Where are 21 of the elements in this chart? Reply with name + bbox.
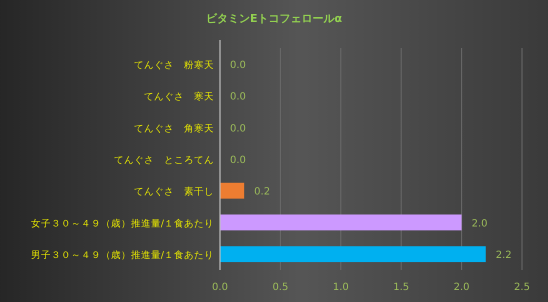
x-tick-label: 0.5 [272,282,288,293]
x-tick-label: 1.5 [393,282,410,293]
x-tick-label: 2.0 [454,282,470,293]
x-tick-label: 1.0 [332,282,349,293]
data-label: 0.0 [230,155,246,166]
data-label: 0.0 [230,123,246,134]
y-tick-label: 男子３０～４９（歳）推進量/１食あたり [30,249,214,262]
x-tick-label: 2.5 [514,282,530,293]
data-label: 2.0 [472,218,488,230]
data-label: 0.2 [254,186,270,198]
y-tick-label: てんぐさ 粉寒天 [134,58,214,71]
y-tick-label: 女子３０～４９（歳）推進量/１食あたり [30,217,214,230]
data-label: 0.0 [230,60,246,71]
data-label: 2.2 [496,250,512,262]
title: ビタミンEトコフェロールα [206,12,342,25]
y-tick-label: てんぐさ 寒天 [144,90,214,103]
y-tick-label: てんぐさ 角寒天 [134,122,214,134]
y-tick-label: てんぐさ 素干し [134,186,214,198]
x-tick-label: 0.0 [212,282,228,293]
y-tick-label: てんぐさ ところてん [114,155,214,166]
data-label: 0.0 [230,92,246,103]
